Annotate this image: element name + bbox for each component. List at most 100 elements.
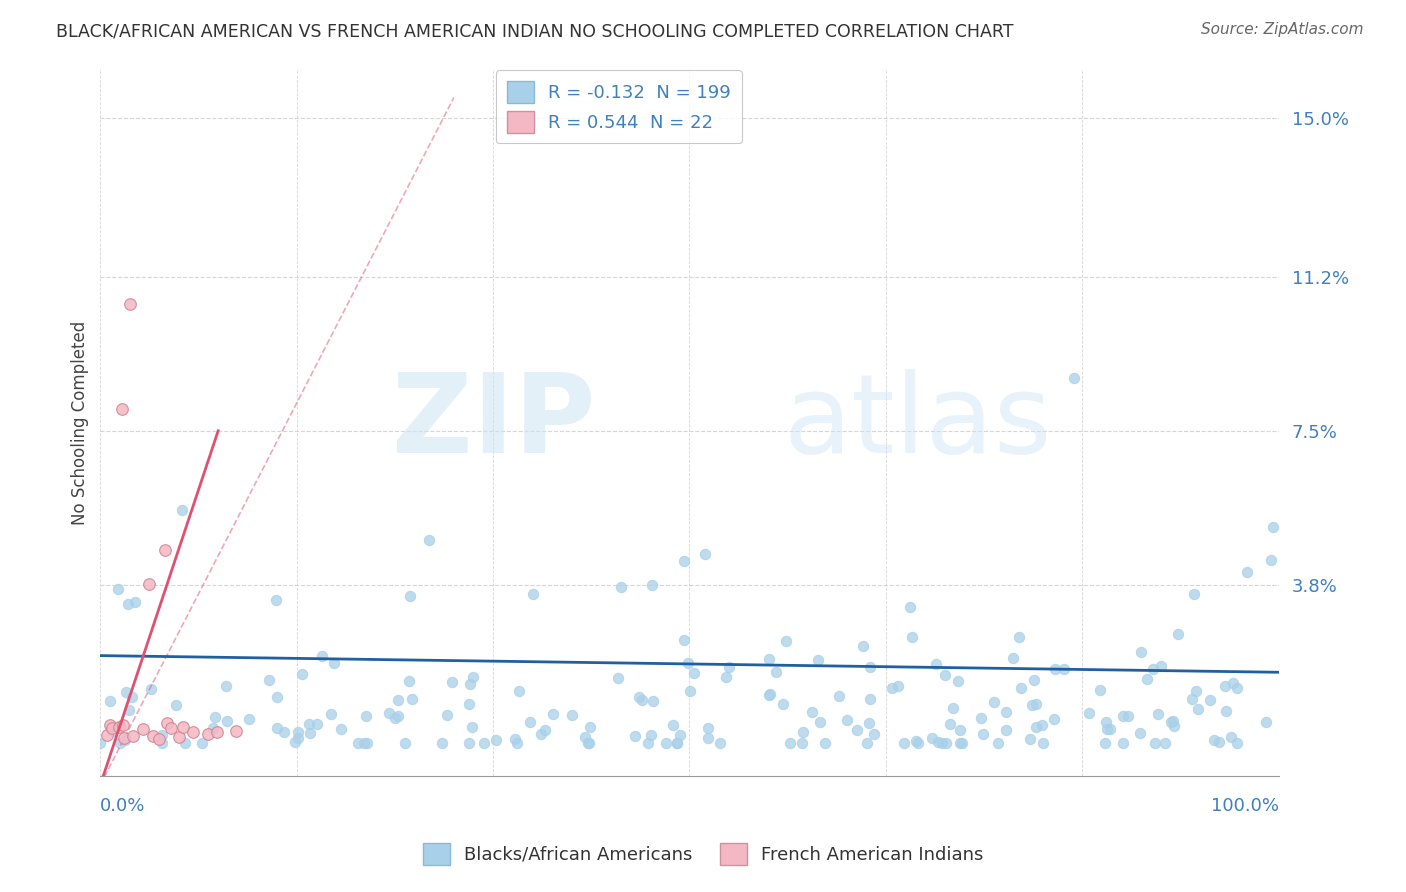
Point: [641, 578, 664, 592]
Point: [1236, 566, 1258, 580]
Point: [1094, 736, 1116, 750]
Point: [461, 720, 484, 734]
Point: [607, 671, 630, 685]
Point: [995, 705, 1018, 719]
Point: [401, 692, 423, 706]
Point: [987, 736, 1010, 750]
Point: [172, 720, 194, 734]
Point: [972, 727, 994, 741]
Point: [1215, 704, 1237, 718]
Point: [900, 599, 922, 614]
Point: [1136, 672, 1159, 686]
Point: [118, 297, 141, 311]
Point: [114, 732, 136, 747]
Point: [387, 708, 409, 723]
Point: [284, 735, 307, 749]
Point: [1002, 651, 1025, 665]
Point: [117, 597, 139, 611]
Point: [640, 729, 662, 743]
Point: [108, 720, 131, 734]
Point: [905, 734, 928, 748]
Point: [1147, 707, 1170, 722]
Point: [273, 725, 295, 739]
Point: [837, 714, 859, 728]
Point: [110, 401, 132, 416]
Point: [683, 665, 706, 680]
Point: [238, 712, 260, 726]
Point: [934, 668, 956, 682]
Point: [111, 718, 134, 732]
Point: [159, 721, 181, 735]
Point: [1116, 709, 1139, 723]
Point: [1204, 733, 1226, 747]
Point: [576, 736, 599, 750]
Point: [291, 667, 314, 681]
Point: [529, 726, 551, 740]
Point: [1019, 731, 1042, 746]
Point: [1077, 706, 1099, 720]
Point: [856, 736, 879, 750]
Point: [441, 674, 464, 689]
Y-axis label: No Schooling Completed: No Schooling Completed: [72, 320, 89, 524]
Point: [96, 728, 118, 742]
Point: [942, 701, 965, 715]
Point: [858, 715, 880, 730]
Point: [893, 736, 915, 750]
Point: [394, 736, 416, 750]
Point: [1008, 630, 1031, 644]
Point: [697, 731, 720, 746]
Point: [666, 736, 689, 750]
Point: [1260, 553, 1282, 567]
Point: [138, 577, 160, 591]
Point: [672, 554, 695, 568]
Point: [1112, 709, 1135, 723]
Point: [506, 736, 529, 750]
Point: [717, 659, 740, 673]
Point: [931, 736, 953, 750]
Point: [1182, 587, 1205, 601]
Point: [89, 736, 111, 750]
Point: [215, 679, 238, 693]
Point: [150, 728, 173, 742]
Point: [921, 731, 943, 745]
Point: [610, 580, 633, 594]
Point: [1031, 718, 1053, 732]
Point: [1024, 673, 1046, 687]
Point: [758, 688, 780, 702]
Point: [156, 716, 179, 731]
Point: [503, 732, 526, 747]
Point: [790, 736, 813, 750]
Point: [759, 687, 782, 701]
Point: [970, 711, 993, 725]
Point: [215, 714, 238, 728]
Point: [676, 657, 699, 671]
Point: [772, 697, 794, 711]
Point: [716, 670, 738, 684]
Point: [436, 708, 458, 723]
Point: [949, 736, 972, 750]
Point: [983, 695, 1005, 709]
Point: [935, 736, 957, 750]
Point: [347, 736, 370, 750]
Point: [1254, 715, 1277, 730]
Point: [1095, 722, 1118, 736]
Point: [852, 639, 875, 653]
Point: [508, 683, 530, 698]
Point: [1130, 645, 1153, 659]
Point: [1163, 718, 1185, 732]
Point: [458, 736, 481, 750]
Point: [1261, 519, 1284, 533]
Point: [378, 706, 401, 720]
Point: [1143, 736, 1166, 750]
Point: [1160, 715, 1182, 730]
Point: [925, 657, 948, 672]
Point: [108, 736, 131, 750]
Point: [995, 723, 1018, 737]
Point: [800, 705, 823, 719]
Point: [172, 503, 194, 517]
Point: [828, 690, 851, 704]
Point: [938, 716, 960, 731]
Point: [807, 653, 830, 667]
Text: Source: ZipAtlas.com: Source: ZipAtlas.com: [1201, 22, 1364, 37]
Point: [693, 548, 716, 562]
